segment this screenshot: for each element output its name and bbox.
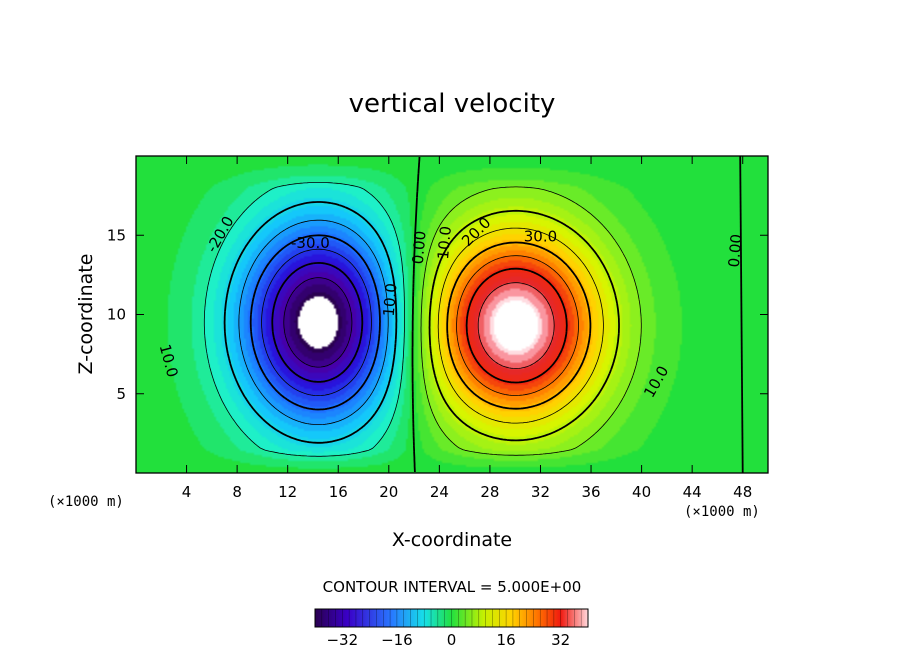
contour-line (428, 209, 620, 442)
y-tick-label: 10 (107, 306, 126, 324)
contour-label: 30.0 (524, 228, 557, 246)
colorbar-tick-label: 16 (497, 631, 516, 649)
colorbar-tick-label: 32 (551, 631, 570, 649)
contour-interval-note: CONTOUR INTERVAL = 5.000E+00 (323, 578, 582, 596)
contour-line (249, 234, 381, 411)
contour-line (223, 201, 398, 444)
field-image (136, 156, 768, 473)
contour-line (465, 267, 568, 384)
contour-label: 0.00 (725, 233, 746, 268)
y-axis-ticks: 5 10 15 (107, 226, 768, 403)
x-tick-label: 16 (329, 483, 348, 501)
contour-lines (203, 156, 744, 473)
contour-line (420, 186, 642, 456)
x-axis-unit-left: (×1000 m) (48, 494, 124, 510)
x-axis-ticks: 4 8 12 16 20 24 28 32 36 40 44 48 (182, 156, 752, 501)
x-axis-label: X-coordinate (392, 529, 512, 551)
contour-label: -30.0 (291, 234, 330, 252)
contour-line (283, 277, 353, 368)
x-tick-label: 40 (632, 483, 651, 501)
contour-line-zero-edge (739, 156, 744, 473)
x-tick-label: 28 (480, 483, 499, 501)
y-axis-label: Z-coordinate (75, 254, 97, 375)
contour-line (238, 219, 389, 425)
x-tick-label: 32 (531, 483, 550, 501)
colorbar-ticks: −32 −16 0 16 32 (314, 609, 589, 649)
contour-label: 0.00 (409, 230, 430, 265)
contour-line (203, 182, 405, 457)
colorbar-tick-label: −32 (326, 631, 358, 649)
contour-line (261, 248, 372, 396)
x-tick-label: 4 (182, 483, 192, 501)
x-tick-label: 44 (683, 483, 702, 501)
contour-label: 10.0 (434, 225, 455, 260)
contour-line (271, 262, 364, 383)
y-tick-label: 5 (116, 385, 126, 403)
contour-line (477, 282, 555, 369)
contour-label: 10.0 (380, 282, 401, 317)
contour-line (411, 156, 421, 473)
contour-line (456, 255, 579, 396)
velocity-field (136, 156, 768, 473)
y-tick-label: 15 (107, 226, 126, 244)
chart-title: vertical velocity (349, 89, 556, 119)
contour-line (446, 241, 592, 410)
colorbar-tick-label: 0 (447, 631, 457, 649)
contour-line (437, 227, 604, 424)
x-axis-unit-right: (×1000 m) (684, 504, 760, 520)
x-tick-label: 36 (581, 483, 600, 501)
colorbar-tick-label: −16 (381, 631, 413, 649)
x-tick-label: 20 (379, 483, 398, 501)
x-tick-label: 24 (430, 483, 449, 501)
x-tick-label: 48 (733, 483, 752, 501)
x-tick-label: 12 (278, 483, 297, 501)
x-tick-label: 8 (232, 483, 242, 501)
